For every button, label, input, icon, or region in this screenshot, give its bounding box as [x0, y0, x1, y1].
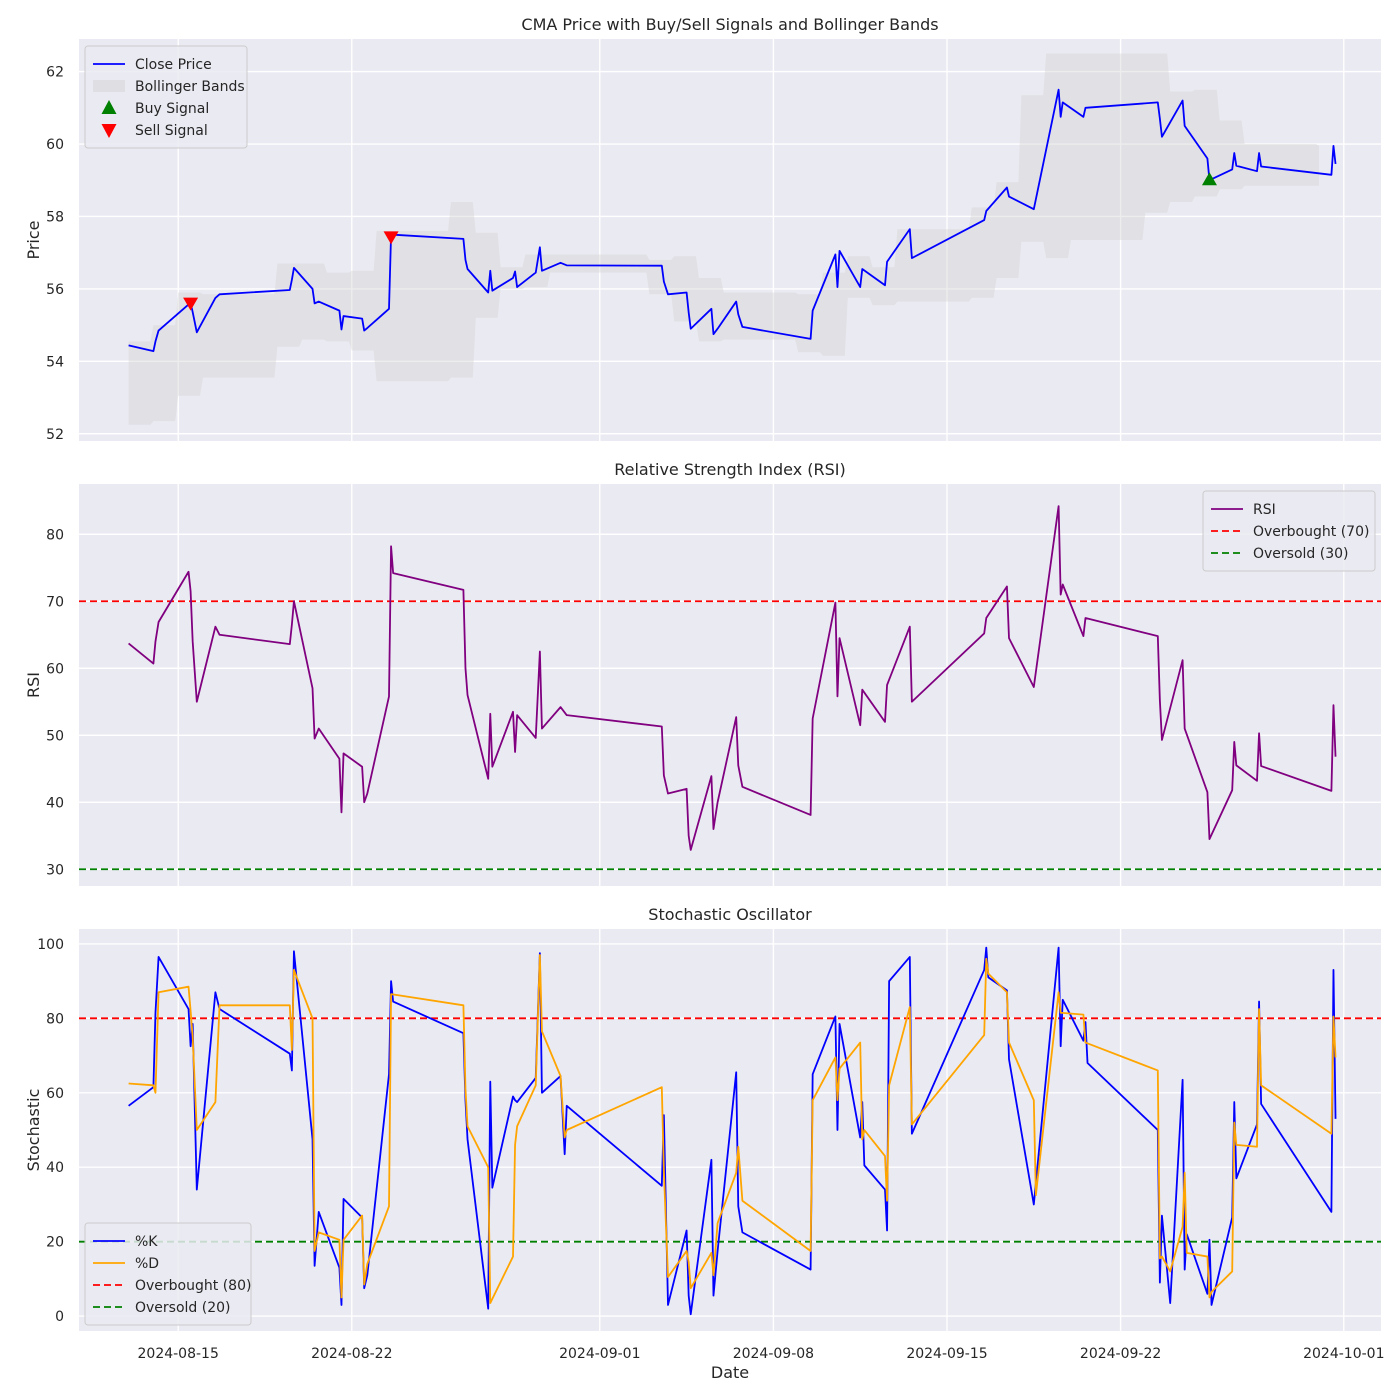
x-tick-label: 2024-10-01	[1303, 1346, 1384, 1362]
legend-box	[1202, 490, 1376, 572]
legend-box	[84, 45, 248, 149]
x-tick-label: 2024-09-22	[1080, 1346, 1161, 1362]
bollinger-band	[128, 53, 1320, 425]
y-tick-label: 70	[46, 594, 64, 610]
legend: RSI Overbought (70) Oversold (30)	[1202, 490, 1376, 572]
sell-signal-marker	[383, 231, 399, 245]
y-tick-label: 50	[46, 728, 64, 744]
y-tick-label: 100	[37, 937, 64, 953]
y-tick-label: 62	[46, 65, 64, 81]
legend-label: Bollinger Bands	[135, 79, 245, 95]
panel-title: Relative Strength Index (RSI)	[614, 460, 846, 479]
y-tick-label: 60	[46, 137, 64, 153]
x-axis-label: Date	[711, 1363, 749, 1382]
data-layer	[79, 505, 1381, 871]
legend-label: Overbought (80)	[135, 1278, 251, 1294]
y-tick-label: 58	[46, 209, 64, 225]
y-axis-label: Stochastic	[24, 1089, 43, 1172]
y-axis-label: Price	[24, 220, 43, 259]
legend-label: Overbought (70)	[1253, 524, 1369, 540]
data-layer	[79, 946, 1381, 1316]
x-tick-label: 2024-09-01	[559, 1346, 640, 1362]
sell-signal-marker	[183, 297, 199, 311]
x-tick-label: 2024-09-15	[906, 1346, 987, 1362]
y-tick-label: 0	[55, 1309, 64, 1325]
legend-label: Oversold (20)	[135, 1300, 231, 1316]
legend: %K %D Overbought (80) Oversold (20)	[84, 1222, 252, 1326]
y-tick-label: 54	[46, 354, 64, 370]
series-line	[128, 954, 1337, 1304]
legend-label: Oversold (30)	[1253, 546, 1349, 562]
panel-3: 0 20 40 60 80 100 2024-08-15 2024-08-22 2024-09-…	[24, 905, 1384, 1382]
y-tick-label: 40	[46, 1160, 64, 1176]
x-tick-label: 2024-09-08	[733, 1346, 814, 1362]
series-line	[128, 88, 1337, 353]
y-tick-label: 60	[46, 661, 64, 677]
series-line	[128, 946, 1337, 1316]
y-tick-label: 80	[46, 1011, 64, 1027]
series-line	[128, 505, 1337, 851]
y-tick-label: 80	[46, 527, 64, 543]
plot-area	[79, 484, 1381, 886]
panel-title: Stochastic Oscillator	[648, 905, 812, 924]
y-tick-label: 56	[46, 282, 64, 298]
y-tick-label: 20	[46, 1235, 64, 1251]
legend-swatch	[101, 124, 117, 138]
y-tick-label: 30	[46, 862, 64, 878]
panel-2: 30 40 50 60 70 80 Relative Strength Index (RSI…	[24, 460, 1381, 886]
buy-signal-marker	[1201, 172, 1217, 186]
data-layer	[128, 53, 1337, 425]
legend-swatch	[101, 100, 117, 114]
legend: Close Price Bollinger Bands Buy Signal Sell…	[84, 45, 248, 149]
y-tick-label: 60	[46, 1086, 64, 1102]
legend-label: Close Price	[135, 57, 212, 73]
x-tick-label: 2024-08-22	[311, 1346, 392, 1362]
y-axis-label: RSI	[24, 672, 43, 698]
plot-area	[79, 39, 1381, 441]
y-tick-label: 52	[46, 427, 64, 443]
legend-swatch	[93, 80, 125, 92]
legend-label: %K	[135, 1234, 158, 1250]
panels: 52 54 56 58 60 62 CMA Price with Buy/Sell Sign…	[24, 15, 1384, 1382]
panel-1: 52 54 56 58 60 62 CMA Price with Buy/Sell Sign…	[24, 15, 1381, 443]
x-tick-label: 2024-08-15	[138, 1346, 219, 1362]
y-tick-label: 40	[46, 795, 64, 811]
legend-label: Sell Signal	[135, 123, 208, 139]
legend-label: Buy Signal	[135, 101, 209, 117]
panel-title: CMA Price with Buy/Sell Signals and Boll…	[521, 15, 938, 34]
legend-label: %D	[135, 1256, 159, 1272]
legend-box	[84, 1222, 252, 1326]
legend-label: RSI	[1253, 502, 1276, 518]
